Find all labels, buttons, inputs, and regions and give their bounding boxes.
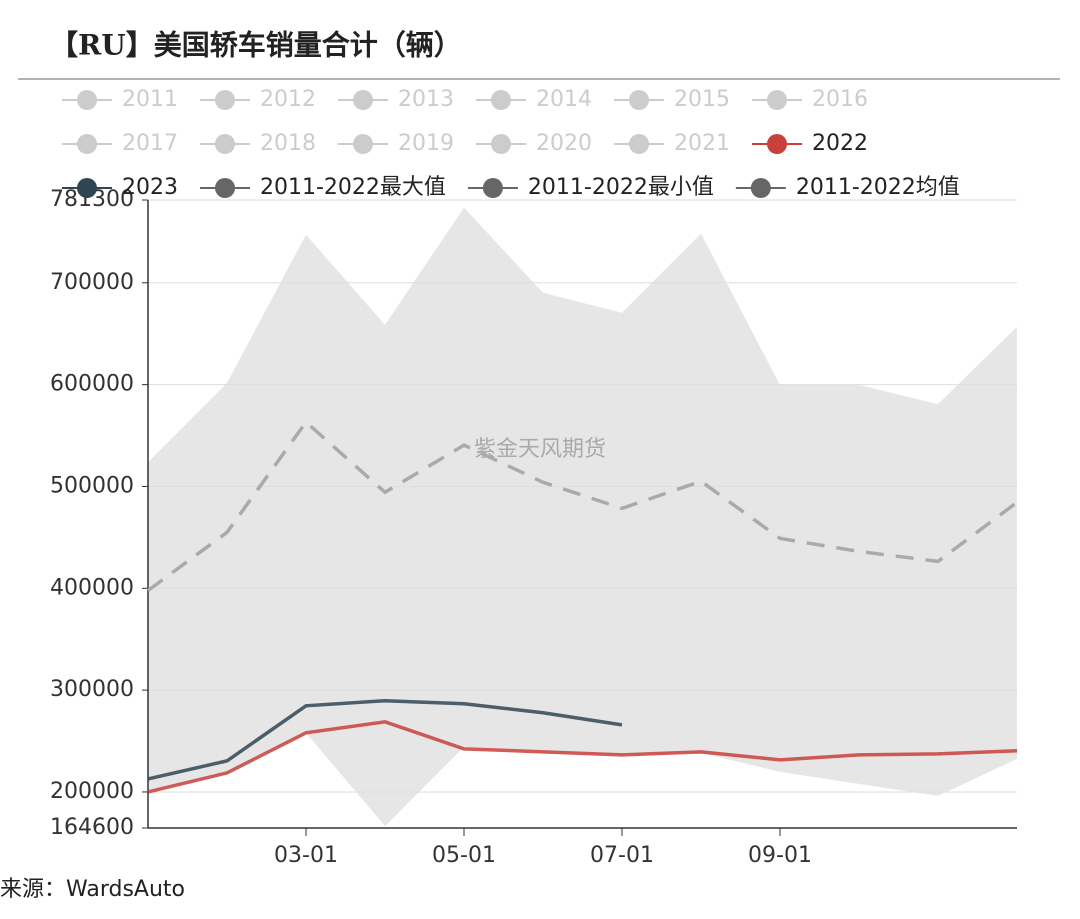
legend: 2011 2012 2013 2014 2015 2016 2017 2018 2019 2020…	[62, 87, 960, 200]
legend-marker	[77, 134, 97, 154]
legend-item: 2019	[338, 131, 454, 156]
y-tick-label: 700000	[50, 270, 134, 295]
x-tick-label: 05-01	[432, 843, 496, 868]
y-tick-label: 200000	[50, 779, 134, 804]
legend-item: 2017	[62, 131, 178, 156]
x-tick-label: 09-01	[748, 843, 812, 868]
chart-title: 【RU】美国轿车销量合计（辆）	[50, 29, 462, 62]
legend-marker	[215, 134, 235, 154]
legend-marker	[215, 178, 235, 198]
legend-item: 2011	[62, 87, 178, 112]
y-tick-label: 400000	[50, 575, 134, 600]
legend-label: 2011-2022均值	[796, 175, 960, 200]
y-tick-label: 600000	[50, 372, 134, 397]
y-tick-label: 300000	[50, 677, 134, 702]
legend-label: 2019	[398, 131, 454, 156]
legend-label: 2011-2022最小值	[528, 175, 714, 200]
legend-marker	[215, 90, 235, 110]
x-tick-label: 03-01	[274, 843, 338, 868]
legend-marker	[767, 134, 787, 154]
band-area	[148, 207, 1017, 828]
series-line	[146, 419, 1019, 592]
legend-label: 2023	[122, 175, 178, 200]
legend-label: 2018	[260, 131, 316, 156]
band-area	[148, 732, 1017, 828]
legend-item: 2021	[614, 131, 730, 156]
y-tick-label: 500000	[50, 473, 134, 498]
watermark: 紫金天风期货	[474, 437, 606, 462]
legend-marker	[750, 178, 771, 198]
legend-marker	[353, 90, 373, 110]
series-line	[147, 698, 623, 781]
legend-item: 2018	[200, 131, 316, 156]
legend-marker	[353, 134, 373, 154]
legend-item: 2015	[614, 87, 730, 112]
legend-marker	[77, 90, 97, 110]
legend-marker	[629, 134, 649, 154]
legend-marker	[767, 90, 787, 110]
legend-label: 2020	[536, 131, 592, 156]
legend-item: 2016	[752, 87, 868, 112]
series-line	[147, 719, 1018, 794]
legend-label: 2016	[812, 87, 868, 112]
plot: 164600 200000 300000 400000 500000 600000 7000…	[50, 187, 1019, 868]
y-tick-label: 164600	[50, 815, 134, 840]
legend-marker	[491, 134, 511, 154]
legend-item: 2023	[62, 175, 178, 200]
source: 来源：WardsAuto	[0, 877, 185, 902]
legend-label: 2014	[536, 87, 592, 112]
legend-label: 2011	[122, 87, 178, 112]
legend-marker	[482, 178, 503, 198]
legend-label: 2022	[812, 131, 868, 156]
legend-marker	[77, 178, 97, 198]
legend-item: 2014	[476, 87, 592, 112]
legend-label: 2021	[674, 131, 730, 156]
legend-item: 2011-2022均值	[735, 175, 960, 200]
legend-item: 2011-2022最小值	[467, 175, 714, 200]
legend-item: 2022	[752, 131, 868, 156]
legend-marker	[491, 90, 511, 110]
legend-label: 2011-2022最大值	[260, 175, 446, 200]
legend-label: 2012	[260, 87, 316, 112]
x-tick-label: 07-01	[590, 843, 654, 868]
legend-item: 2011-2022最大值	[200, 175, 446, 200]
legend-label: 2015	[674, 87, 730, 112]
legend-marker	[629, 90, 649, 110]
legend-item: 2020	[476, 131, 592, 156]
legend-item: 2013	[338, 87, 454, 112]
legend-item: 2012	[200, 87, 316, 112]
legend-label: 2017	[122, 131, 178, 156]
legend-label: 2013	[398, 87, 454, 112]
